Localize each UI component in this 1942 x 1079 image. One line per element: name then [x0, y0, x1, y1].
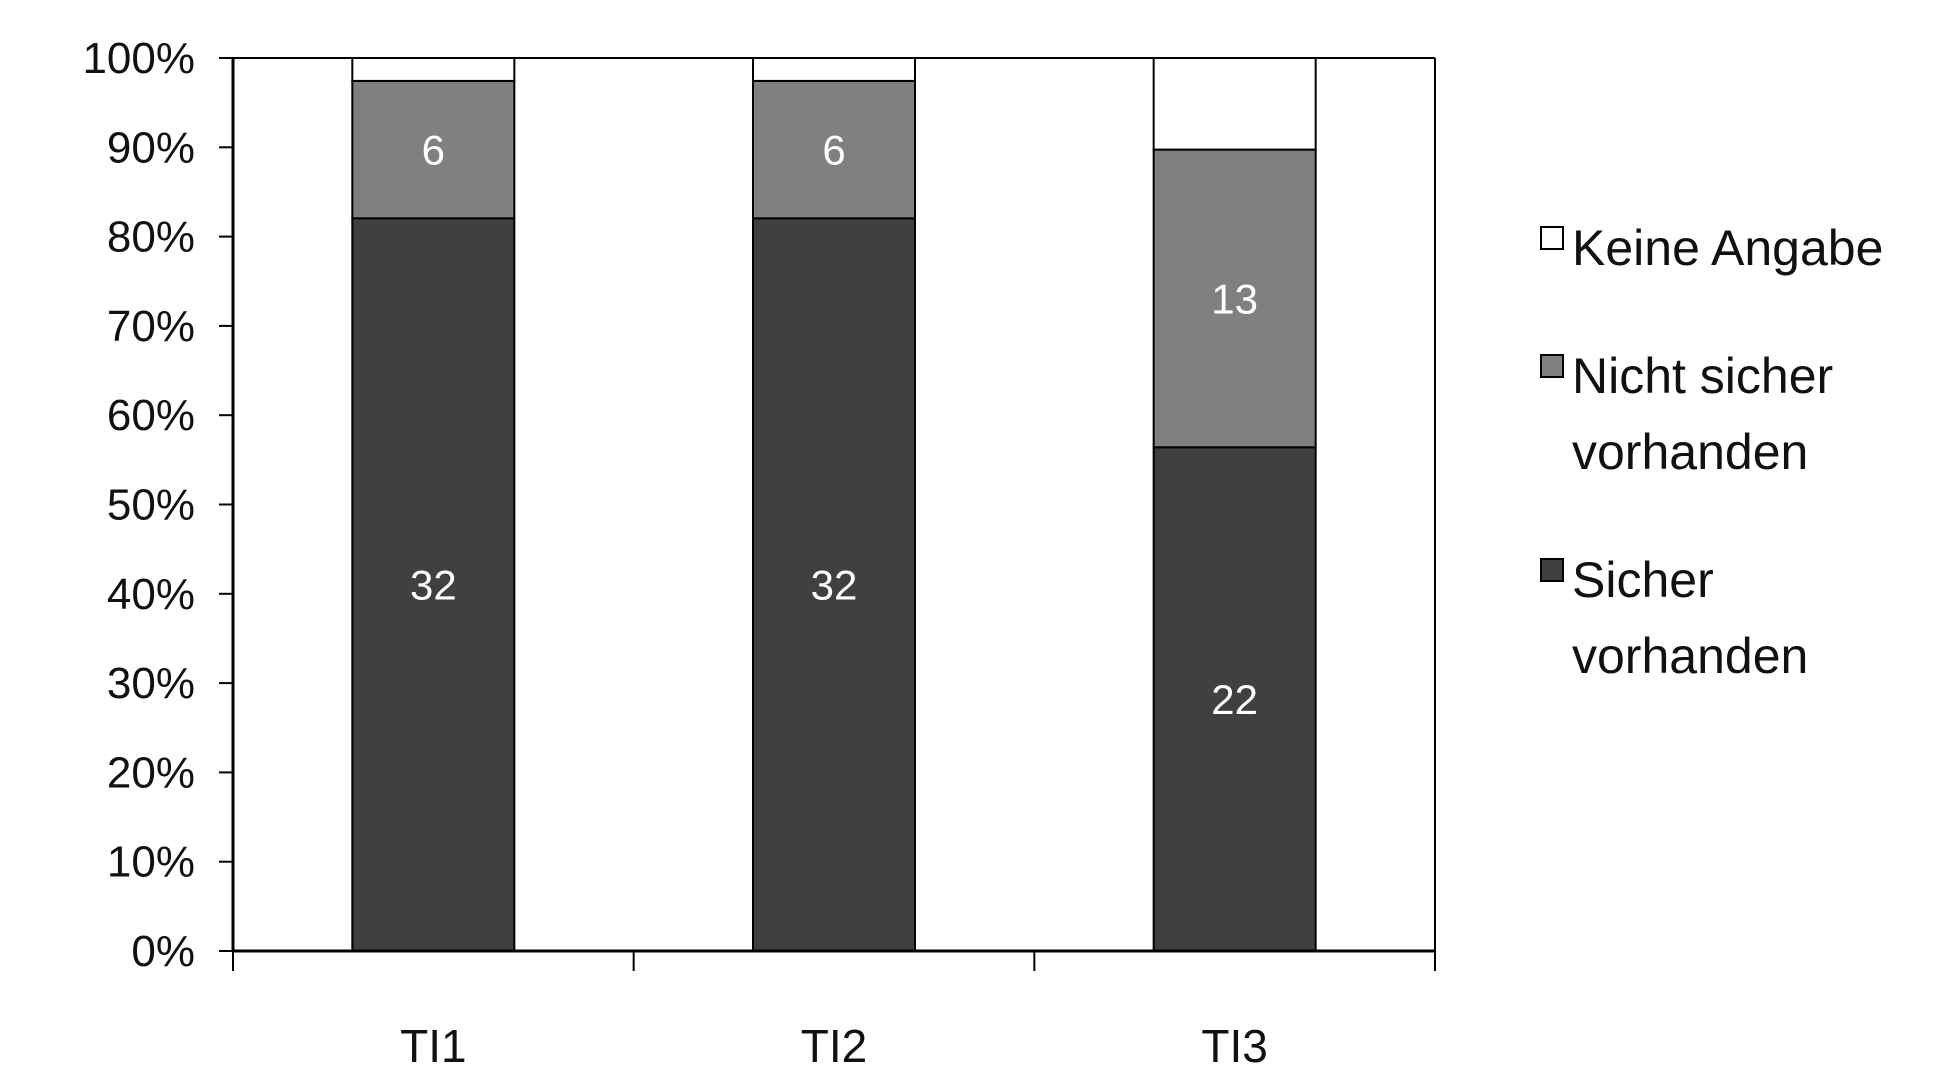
y-tick-label: 0%: [131, 927, 195, 976]
x-tick-label: TI3: [1201, 1020, 1267, 1072]
y-tick-label: 60%: [107, 391, 195, 440]
legend-item-keine-angabe: Keine Angabe: [1540, 210, 1940, 286]
y-tick-label: 80%: [107, 213, 195, 262]
y-tick-label: 20%: [107, 748, 195, 797]
axes: [231, 57, 1436, 971]
data-label: 6: [422, 127, 445, 174]
legend-swatch: [1540, 226, 1564, 250]
legend: Keine Angabe Nicht sicher vorhanden Sich…: [1540, 210, 1940, 746]
data-label: 32: [410, 562, 457, 609]
y-tick-label: 40%: [107, 570, 195, 619]
y-tick-label: 30%: [107, 659, 195, 708]
bar-segment: [351, 57, 516, 82]
bar-segment: [752, 79, 916, 220]
bar-segment: [351, 217, 516, 953]
y-tick-label: 70%: [107, 302, 195, 351]
x-tick-label: TI1: [400, 1020, 466, 1072]
bars: 32 6 32 6 22 13: [351, 57, 1317, 953]
legend-swatch: [1540, 354, 1564, 378]
bar-segment: [1152, 148, 1317, 449]
x-tick-label: TI2: [801, 1020, 867, 1072]
legend-label: Sicher vorhanden: [1572, 552, 1809, 684]
data-label: 32: [811, 562, 858, 609]
legend-swatch: [1540, 558, 1564, 582]
y-tick-label: 90%: [107, 123, 195, 172]
data-label: 6: [822, 127, 845, 174]
y-tick-label: 100%: [82, 34, 195, 83]
legend-item-nicht-sicher: Nicht sicher vorhanden: [1540, 338, 1940, 490]
bar-segment: [1152, 57, 1317, 151]
legend-label: Keine Angabe: [1572, 220, 1884, 276]
x-axis-labels: TI1 TI2 TI3: [400, 1020, 1268, 1072]
y-tick-label: 10%: [107, 838, 195, 887]
y-tick-label: 50%: [107, 481, 195, 530]
legend-item-sicher: Sicher vorhanden: [1540, 542, 1940, 694]
data-label: 13: [1211, 275, 1258, 322]
bar-segment: [752, 217, 916, 953]
legend-label: Nicht sicher vorhanden: [1572, 348, 1834, 480]
bar-segment: [351, 79, 516, 220]
bar-segment: [752, 57, 916, 82]
y-axis-ticks: 0% 10% 20% 30% 40% 50% 60% 70% 80% 90% 100%: [82, 34, 233, 976]
data-label: 22: [1211, 676, 1258, 723]
bar-segment: [1152, 446, 1317, 952]
